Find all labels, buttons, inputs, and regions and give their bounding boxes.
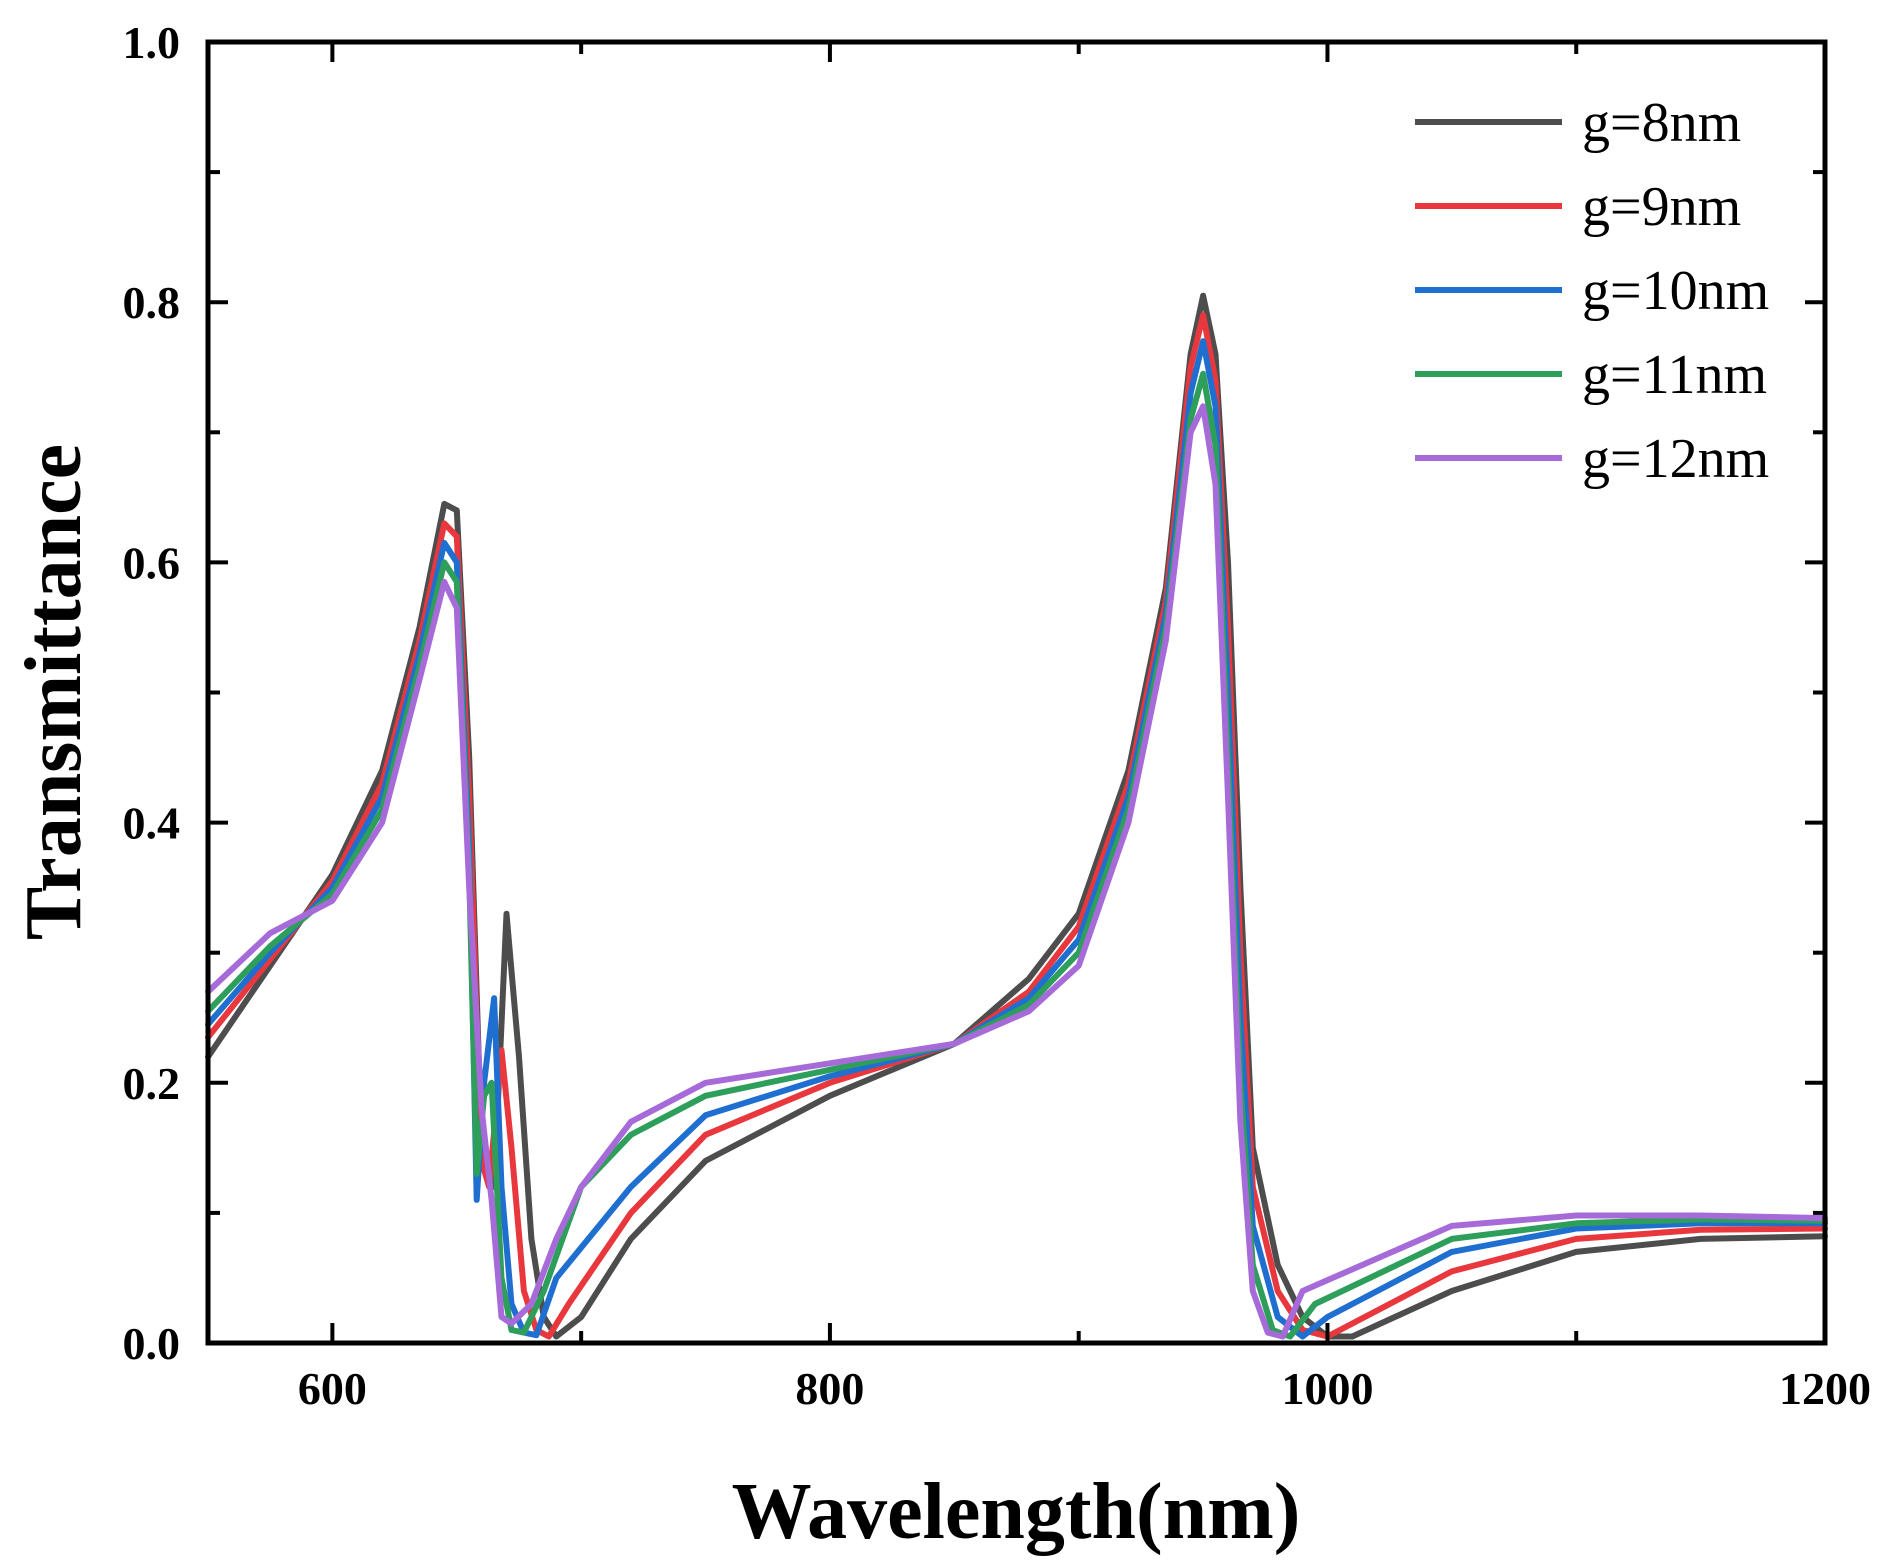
series-line-g=9nm <box>205 312 1828 1340</box>
series-line-g=12nm <box>205 403 1828 1340</box>
x-tick-labels: 600 800 1000 1200 <box>298 1363 1871 1414</box>
y-axis-title: Transmittance <box>10 444 98 940</box>
series-line-g=11nm <box>205 370 1828 1340</box>
x-tick-label: 1200 <box>1779 1363 1871 1414</box>
y-tick-label: 0.4 <box>123 798 181 849</box>
legend: g=8nm g=9nm g=10nm g=11nm g=12nm <box>1415 92 1769 490</box>
series-group <box>205 292 1828 1340</box>
y-tick-label: 1.0 <box>123 17 181 68</box>
legend-label: g=12nm <box>1582 428 1769 490</box>
legend-label: g=8nm <box>1582 92 1741 154</box>
y-tick-label: 0.6 <box>123 537 181 588</box>
x-ticks <box>330 42 1827 1343</box>
legend-label: g=9nm <box>1582 176 1741 238</box>
legend-label: g=11nm <box>1582 344 1767 406</box>
legend-label: g=10nm <box>1582 260 1769 322</box>
x-tick-label: 800 <box>795 1363 864 1414</box>
y-tick-labels: 0.0 0.2 0.4 0.6 0.8 1.0 <box>123 17 181 1369</box>
y-ticks <box>208 40 1825 1345</box>
y-tick-label: 0.8 <box>123 277 181 328</box>
y-tick-label: 0.0 <box>123 1318 181 1369</box>
x-tick-label: 600 <box>298 1363 367 1414</box>
series-line-g=10nm <box>205 338 1828 1340</box>
x-tick-label: 1000 <box>1281 1363 1373 1414</box>
y-tick-label: 0.2 <box>123 1058 181 1109</box>
x-axis-title: Wavelength(nm) <box>732 1468 1301 1556</box>
